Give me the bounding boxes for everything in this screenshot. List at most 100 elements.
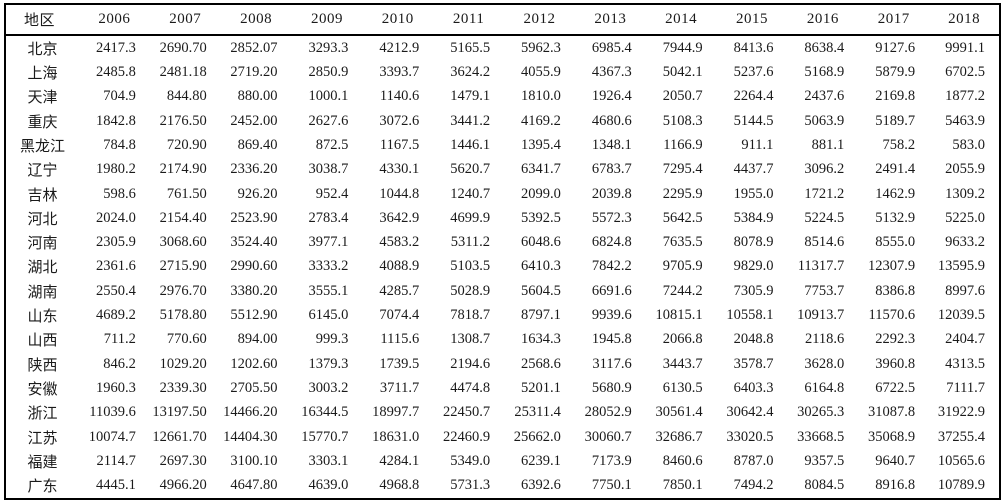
- value-cell: 3333.2: [308, 258, 349, 275]
- value-cell: 952.4: [315, 185, 349, 202]
- value-cell: 4367.3: [591, 64, 632, 81]
- value-cell: 2099.0: [521, 185, 561, 202]
- value-cell: 3072.6: [379, 112, 420, 129]
- value-cell: 7850.1: [662, 477, 703, 494]
- value-cell: 5642.5: [662, 209, 703, 226]
- value-cell: 9705.9: [662, 258, 703, 275]
- value-cell: 1115.6: [380, 331, 420, 348]
- value-cell: 5879.9: [875, 64, 916, 81]
- region-name-cell: 江苏: [27, 430, 58, 447]
- value-cell: 3443.7: [662, 355, 703, 372]
- value-cell: 7842.2: [591, 258, 632, 275]
- table-row: 黑龙江 784.8 720.90 869.40 872.5 1167.5 1446.1 139…: [5, 133, 1000, 157]
- value-cell: 3441.2: [450, 112, 491, 129]
- value-cell: 11317.7: [797, 258, 845, 275]
- year-column-header: 2015: [716, 4, 788, 36]
- value-cell: 5063.9: [804, 112, 845, 129]
- value-cell: 32686.7: [655, 428, 703, 445]
- value-cell: 872.5: [315, 136, 349, 153]
- value-cell: 3711.7: [379, 379, 420, 396]
- value-cell: 2305.9: [95, 234, 136, 251]
- value-cell: 3096.2: [804, 161, 845, 178]
- value-cell: 7944.9: [662, 39, 703, 56]
- value-cell: 8787.0: [733, 452, 774, 469]
- value-cell: 3303.1: [308, 452, 349, 469]
- value-cell: 3100.10: [230, 452, 278, 469]
- value-cell: 2114.7: [96, 452, 136, 469]
- value-cell: 8413.6: [733, 39, 774, 56]
- value-cell: 31087.8: [868, 404, 916, 421]
- value-cell: 4699.9: [450, 209, 491, 226]
- value-cell: 999.3: [315, 331, 349, 348]
- value-cell: 3380.20: [230, 282, 278, 299]
- value-cell: 3038.7: [308, 161, 349, 178]
- value-cell: 7494.2: [733, 477, 774, 494]
- region-name-cell: 黑龙江: [19, 138, 65, 155]
- value-cell: 6722.5: [875, 379, 916, 396]
- value-cell: 1308.7: [450, 331, 491, 348]
- value-cell: 33668.5: [797, 428, 845, 445]
- value-cell: 3524.40: [230, 234, 278, 251]
- value-cell: 1479.1: [450, 88, 491, 105]
- value-cell: 2852.07: [230, 39, 278, 56]
- value-cell: 5224.5: [804, 209, 845, 226]
- value-cell: 4639.0: [308, 477, 349, 494]
- value-cell: 5349.0: [450, 452, 491, 469]
- value-cell: 2048.8: [733, 331, 774, 348]
- value-cell: 5165.5: [450, 39, 491, 56]
- value-cell: 2452.00: [230, 112, 278, 129]
- value-cell: 2295.9: [662, 185, 703, 202]
- value-cell: 5108.3: [662, 112, 703, 129]
- region-name-cell: 天津: [27, 90, 58, 107]
- value-cell: 10913.7: [797, 307, 845, 324]
- value-cell: 4330.1: [379, 161, 420, 178]
- value-cell: 7818.7: [450, 307, 491, 324]
- value-cell: 5042.1: [662, 64, 703, 81]
- value-cell: 1945.8: [591, 331, 632, 348]
- value-cell: 4088.9: [379, 258, 420, 275]
- value-cell: 704.9: [103, 88, 136, 105]
- value-cell: 894.00: [237, 331, 278, 348]
- region-name-cell: 河北: [27, 211, 58, 228]
- value-cell: 22450.7: [442, 404, 491, 421]
- value-cell: 2050.7: [662, 88, 703, 105]
- value-cell: 8386.8: [875, 282, 916, 299]
- header-row: 地区 2006 2007 2008 2009 2010 2011 2012 2013 2014 20…: [5, 4, 1000, 36]
- value-cell: 10789.9: [937, 477, 985, 494]
- region-name-cell: 浙江: [27, 406, 58, 423]
- value-cell: 4966.20: [159, 477, 207, 494]
- region-name-cell: 河南: [27, 236, 58, 253]
- region-name-cell: 北京: [27, 41, 58, 58]
- value-cell: 1240.7: [450, 185, 491, 202]
- value-cell: 3960.8: [875, 355, 916, 372]
- value-cell: 11039.6: [89, 404, 136, 421]
- table-row: 吉林 598.6 761.50 926.20 952.4 1044.8 1240.7 2099…: [5, 182, 1000, 206]
- value-cell: 30561.4: [655, 404, 703, 421]
- value-cell: 4647.80: [230, 477, 278, 494]
- value-cell: 5604.5: [521, 282, 561, 299]
- value-cell: 9939.6: [591, 307, 632, 324]
- value-cell: 5225.0: [945, 209, 985, 226]
- value-cell: 869.40: [237, 136, 278, 153]
- value-cell: 2154.40: [159, 209, 207, 226]
- year-column-header: 2017: [858, 4, 930, 36]
- region-name-cell: 陕西: [27, 357, 58, 374]
- value-cell: 846.2: [103, 355, 136, 372]
- value-cell: 4583.2: [379, 234, 420, 251]
- value-cell: 10074.7: [88, 428, 136, 445]
- value-cell: 1739.5: [379, 355, 420, 372]
- value-cell: 1446.1: [450, 136, 491, 153]
- value-cell: 761.50: [166, 185, 207, 202]
- value-cell: 25662.0: [513, 428, 561, 445]
- value-cell: 758.2: [882, 136, 916, 153]
- table-row: 北京 2417.3 2690.70 2852.07 3293.3 4212.9 5165.5…: [5, 35, 1000, 60]
- value-cell: 4680.6: [591, 112, 632, 129]
- value-cell: 2990.60: [230, 258, 278, 275]
- value-cell: 16344.5: [301, 404, 349, 421]
- value-cell: 2264.4: [733, 88, 774, 105]
- year-column-header: 2014: [645, 4, 717, 36]
- value-cell: 18997.7: [372, 404, 420, 421]
- value-cell: 9357.5: [804, 452, 845, 469]
- value-cell: 1810.0: [521, 88, 561, 105]
- value-cell: 5168.9: [804, 64, 845, 81]
